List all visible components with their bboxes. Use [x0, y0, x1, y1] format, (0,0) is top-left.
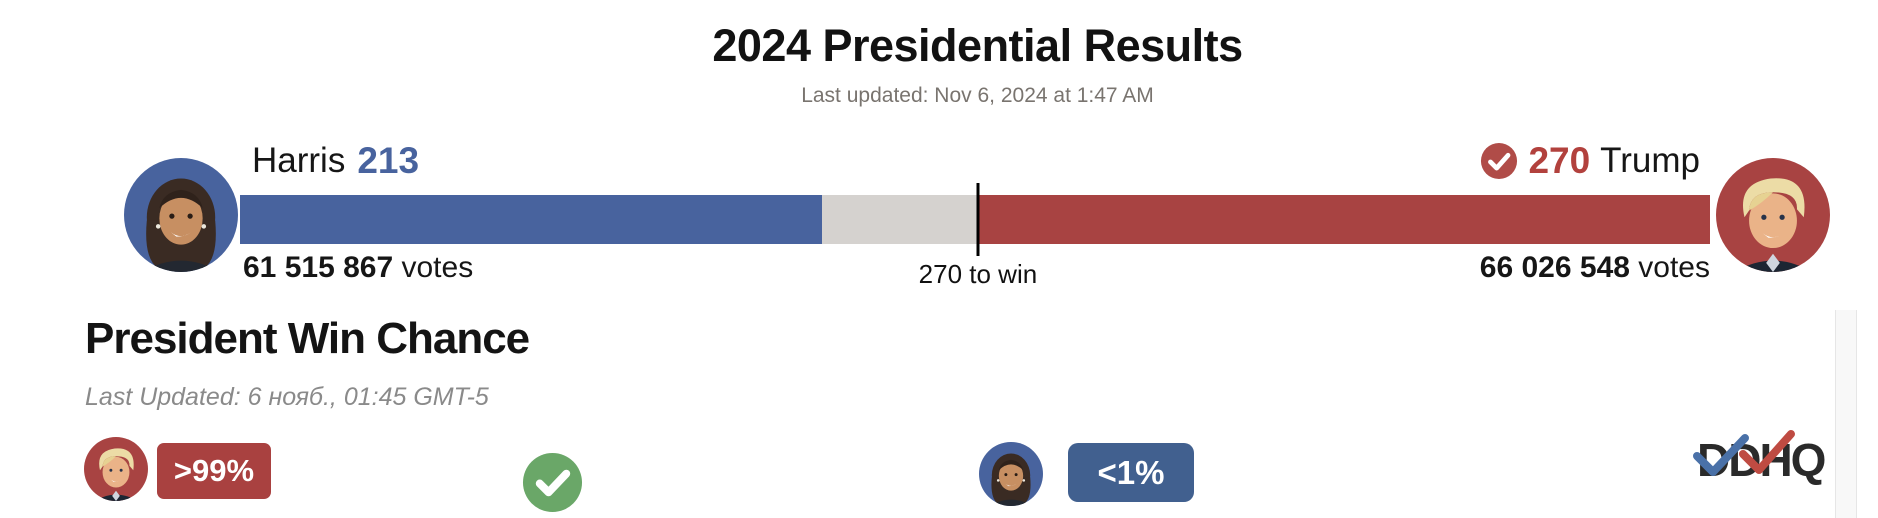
- win-threshold-label: 270 to win: [918, 259, 1038, 289]
- trump-electoral-votes: 270: [1528, 140, 1591, 181]
- trump-avatar: [1716, 158, 1830, 272]
- trump-label: 270 Trump: [1480, 140, 1700, 182]
- trump-avatar-small: [84, 437, 148, 501]
- scrollbar-track[interactable]: [1835, 310, 1857, 518]
- harris-popular-votes: 61 515 867 votes: [243, 251, 473, 285]
- harris-label: Harris 213: [252, 140, 419, 182]
- race-called-check-icon: [522, 452, 583, 513]
- last-updated-text: Last updated: Nov 6, 2024 at 1:47 AM: [801, 84, 1154, 107]
- harris-votes-suffix: votes: [393, 251, 474, 284]
- harris-electoral-votes: 213: [357, 140, 420, 181]
- win-chance-title: President Win Chance: [85, 314, 530, 363]
- trump-popular-votes: 66 026 548 votes: [1480, 251, 1710, 285]
- winner-check-icon: [1481, 142, 1518, 180]
- electoral-vote-bar: 270 to win: [240, 183, 1710, 289]
- trump-name: Trump: [1600, 141, 1700, 180]
- trump-votes-suffix: votes: [1629, 251, 1710, 284]
- ddhq-logo[interactable]: DDHQ: [1693, 430, 1847, 490]
- bar-segment-tossup: [822, 195, 978, 244]
- win-threshold-marker: [976, 183, 980, 256]
- trump-win-chance-value: >99%: [173, 453, 255, 488]
- ddhq-logo-text: DDHQ: [1697, 434, 1826, 486]
- bar-segment-harris: [240, 195, 823, 244]
- harris-win-chance-value: <1%: [1097, 453, 1165, 491]
- harris-avatar: [124, 158, 238, 272]
- blue-check-icon: [1693, 434, 1749, 476]
- page-title: 2024 Presidential Results: [712, 20, 1243, 71]
- bar-segment-trump: [977, 195, 1710, 244]
- ddhq-logo-checks: [1693, 430, 1795, 476]
- harris-vote-count: 61 515 867: [243, 251, 394, 284]
- harris-name: Harris: [252, 141, 346, 180]
- win-chance-last-updated: Last Updated: 6 нояб., 01:45 GMT-5: [85, 383, 489, 411]
- red-check-icon: [1739, 430, 1795, 474]
- harris-avatar-small: [979, 442, 1043, 506]
- trump-vote-count: 66 026 548: [1479, 251, 1630, 284]
- trump-win-chance-badge: >99%: [157, 443, 271, 499]
- harris-win-chance-badge: <1%: [1068, 443, 1194, 502]
